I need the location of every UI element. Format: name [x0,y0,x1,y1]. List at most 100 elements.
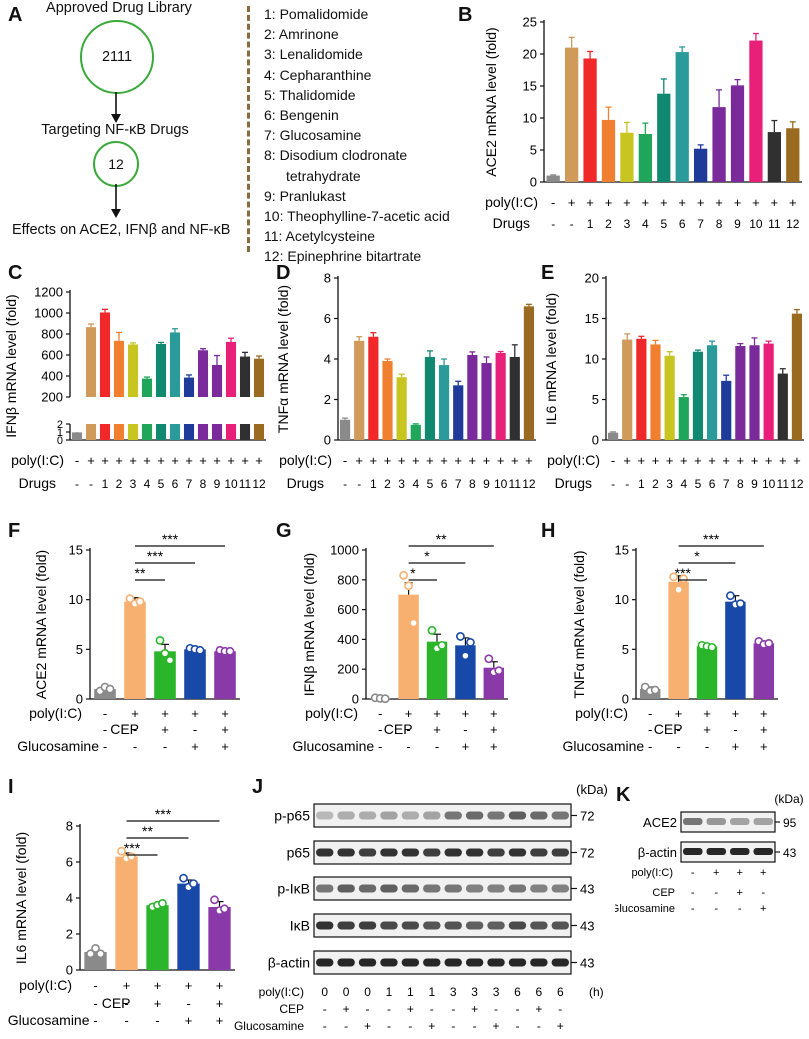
blot-band [487,958,505,967]
cep-sign: + [703,722,711,737]
kda-header: (kDa) [774,792,803,806]
bar [184,649,206,699]
blot-band [337,884,355,893]
drug-list-item: 3: Lenalidomide [264,46,363,63]
poly-sign: + [154,978,162,993]
data-point [189,879,198,888]
poly-sign: + [586,195,594,210]
cep-sign: - [124,996,128,1011]
poly-sign: + [623,195,631,210]
bar [777,373,788,440]
drug-number: 3 [666,477,673,491]
dashed-divider [247,6,250,252]
bar [368,336,379,440]
bar [225,341,237,397]
drug-number: - [611,477,615,491]
drug-number: 4 [680,477,687,491]
significance-stars: *** [703,531,720,547]
poly-sign: + [490,706,498,721]
drug-number: 12 [790,477,804,491]
drug-number: 7 [455,477,462,491]
bar-lower-segment [85,424,97,440]
blot-band [508,958,527,967]
drug-number: 6 [441,477,448,491]
kda-value: 95 [783,816,797,830]
poly-sign: + [605,195,613,210]
bar-lower-segment [225,424,237,440]
time-value: 6 [514,985,521,999]
drug-list: 1: Pomalidomide 2: Amrinone 3: Lenalidom… [264,4,450,267]
blot-band [337,848,355,857]
y-axis-label: ACE2 mRNA level (fold) [33,550,49,699]
drug-number: 2 [384,477,391,491]
bar-lower-segment [141,424,153,440]
poly-sign: + [511,453,519,468]
poly-sign: + [426,453,434,468]
data-point [650,685,660,695]
bar [483,667,505,699]
significance-stars: *** [147,548,164,564]
poly-sign: + [760,706,768,721]
poly-sign: - [378,706,382,721]
y-axis-label: IFNβ mRNA level (fold) [3,294,19,437]
poly-sign: + [241,453,249,468]
poly-sign: + [666,453,674,468]
bar [410,424,421,440]
data-point [455,632,465,641]
western-blot-k-treatments: - - - - + - - + CEP Glucosamine [615,887,766,915]
y-axis-label: IFNβ mRNA level (fold) [301,553,317,696]
blot-band [753,818,773,825]
glucosamine-label: Glucosamine [562,738,644,754]
drug-number: 6 [679,217,686,231]
bar [453,385,464,440]
blot-band [401,921,420,930]
glucosamine-sign: - [537,1019,541,1033]
bar-lower-segment [239,424,251,440]
blot-band [465,958,484,967]
data-point [735,599,745,609]
poly-sign: + [708,453,716,468]
blot-band [530,958,548,967]
drug-number: - [343,477,347,491]
drug-list-item: 10: Theophylline-7-acetic acid [264,208,450,225]
drugs-label: Drugs [493,215,530,231]
bar-lower-segment [113,424,125,440]
blot-band [316,811,334,820]
poly-sign: + [161,706,169,721]
glucosamine-sign: + [493,1019,500,1033]
kda-value: 43 [580,882,594,897]
glucosamine-sign: - [163,739,167,754]
poly-sign: + [131,706,139,721]
glucosamine-sign: + [760,903,766,915]
y-tick-label: 2 [57,419,63,431]
y-tick-label: 15 [585,311,599,326]
poly-label: poly(I:C) [19,977,72,993]
poly-sign: - [93,978,97,993]
poly-sign: + [694,453,702,468]
glucosamine-sign: - [451,1019,455,1033]
drug-number: 12 [252,477,266,491]
glucosamine-label: Glucosamine [292,738,374,754]
poly-sign: - [648,706,652,721]
glucosamine-sign: + [191,739,199,754]
poly-label: poly(I:C) [29,705,82,721]
blot-band [337,921,355,930]
drugs-label: Drugs [19,475,56,491]
blot-band [706,848,726,855]
data-point [725,591,735,601]
poly-sign: + [752,195,760,210]
bar [786,128,800,182]
panel-label-f: F [8,520,21,542]
significance-stars: * [410,565,416,581]
poly-sign: + [370,453,378,468]
poly-label: poly(I:C) [547,452,600,468]
drug-list-item: 9: Pranlukast [264,187,346,204]
poly-sign: + [412,453,420,468]
time-value: 6 [536,985,543,999]
blot-band [508,811,527,820]
blot-band [401,884,420,893]
data-point [460,651,470,661]
poly-sign: + [398,453,406,468]
drug-number: 5 [660,217,667,231]
drug-list-item: 7: Glucosamine [264,127,362,144]
